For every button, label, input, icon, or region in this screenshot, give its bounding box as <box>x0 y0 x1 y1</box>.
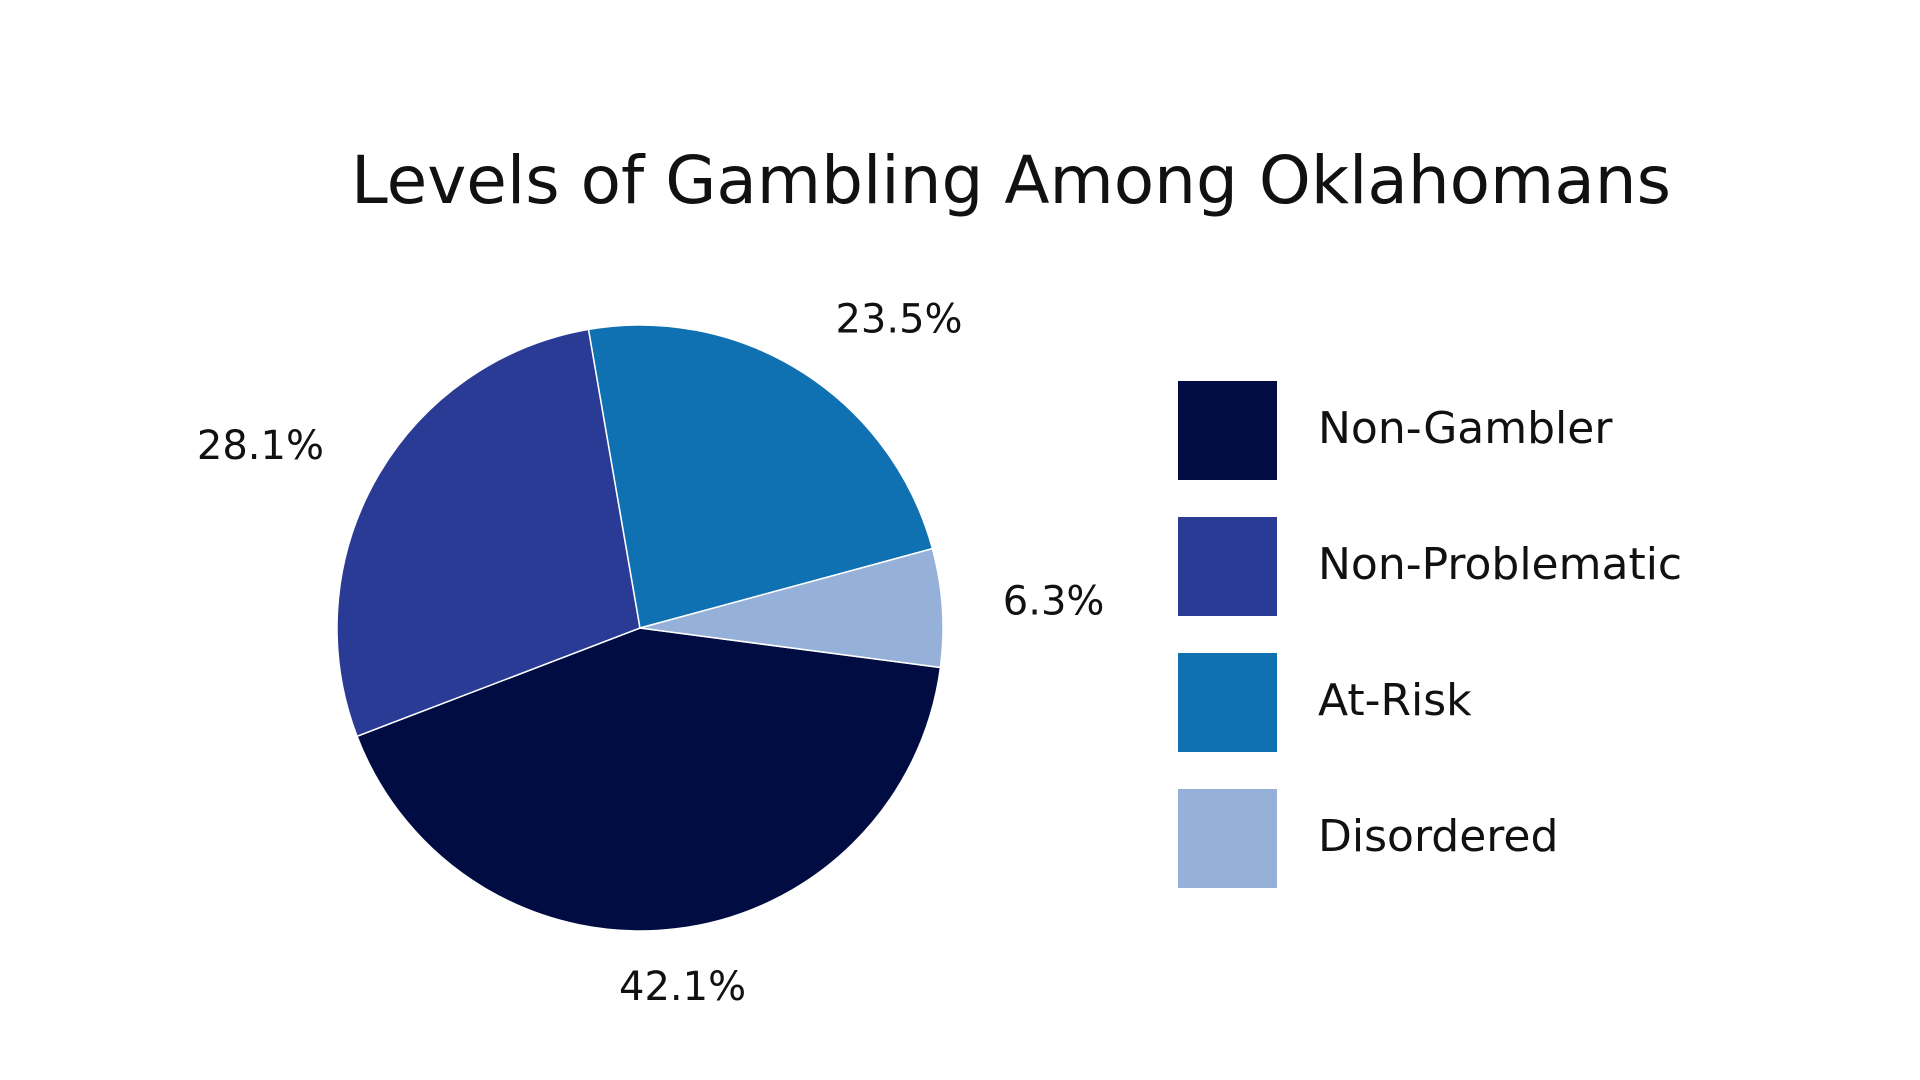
legend-label: Non-Gambler <box>1318 403 1613 454</box>
legend-label: Non-Problematic <box>1318 539 1682 590</box>
legend-label: At-Risk <box>1318 675 1472 726</box>
data-label: 6.3% <box>1003 579 1105 625</box>
legend-swatch <box>1178 381 1277 480</box>
data-label: 28.1% <box>197 423 324 469</box>
pie-slice <box>356 627 942 932</box>
pie-slice <box>639 547 944 669</box>
legend-swatch <box>1178 653 1277 752</box>
legend-swatch <box>1178 517 1277 616</box>
pie-slice <box>587 324 934 629</box>
legend-swatch <box>1178 789 1277 888</box>
data-label: 42.1% <box>619 964 746 1010</box>
data-label: 23.5% <box>835 296 962 342</box>
chart-title: Levels of Gambling Among Oklahomans <box>351 142 1671 219</box>
pie-slice <box>336 328 641 738</box>
legend-label: Disordered <box>1318 811 1558 862</box>
